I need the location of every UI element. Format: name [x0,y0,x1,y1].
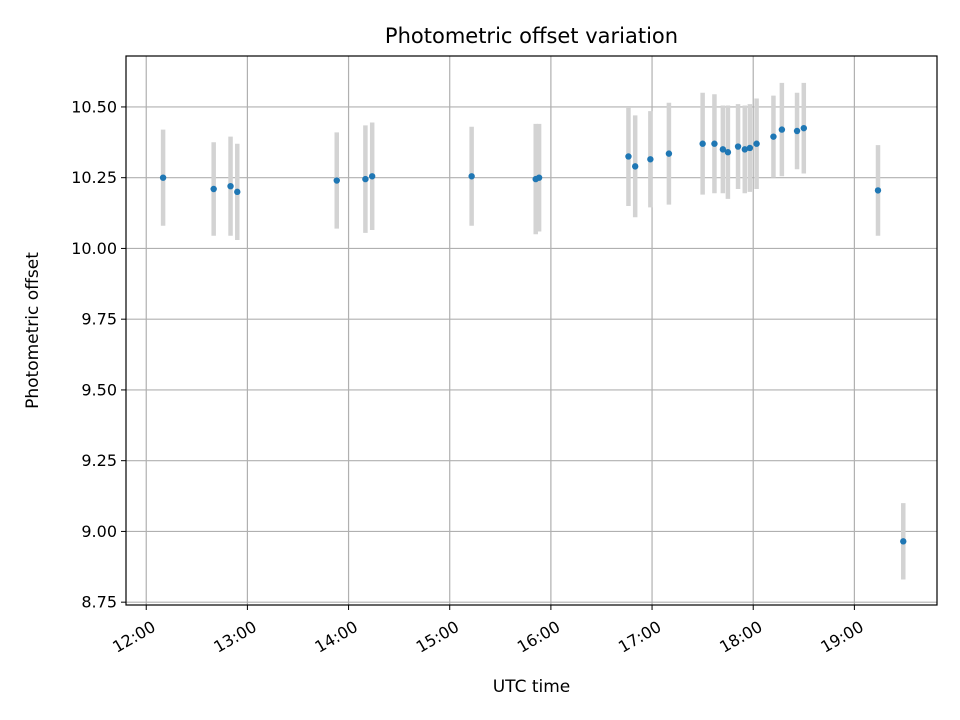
data-point [159,174,167,181]
data-point [665,150,673,157]
x-axis-label: UTC time [493,677,571,697]
data-point [874,187,882,194]
data-point [210,185,217,193]
y-tick-label: 10.00 [71,239,117,258]
data-point [724,149,732,156]
y-tick-label: 10.25 [71,168,117,187]
data-point [770,133,777,140]
y-tick-label: 9.75 [81,310,117,329]
data-point [900,538,907,545]
data-point [468,173,475,180]
data-point [734,143,742,150]
y-tick-label: 10.50 [71,97,117,116]
data-point [746,144,754,152]
y-axis-label: Photometric offset [23,252,43,409]
data-point [741,146,748,153]
data-point [333,177,340,184]
data-point [362,175,369,183]
y-tick-label: 9.25 [81,451,117,470]
data-point [234,188,241,196]
data-point [227,182,234,190]
data-point [625,153,632,160]
point-layer [159,124,907,545]
data-point [719,146,727,153]
chart-title: Photometric offset variation [385,24,678,48]
data-point [778,126,786,133]
plot-frame [125,55,938,606]
data-point [647,156,654,163]
y-tick-label: 9.50 [81,380,117,399]
data-point [711,140,718,147]
data-point [368,173,376,180]
y-tick-label: 9.00 [81,522,117,541]
data-point [535,174,543,181]
data-point [631,163,639,170]
data-point [800,124,808,132]
y-tick-label: 8.75 [81,593,117,612]
data-point [753,140,760,147]
data-point [793,127,801,135]
data-point [699,140,706,147]
